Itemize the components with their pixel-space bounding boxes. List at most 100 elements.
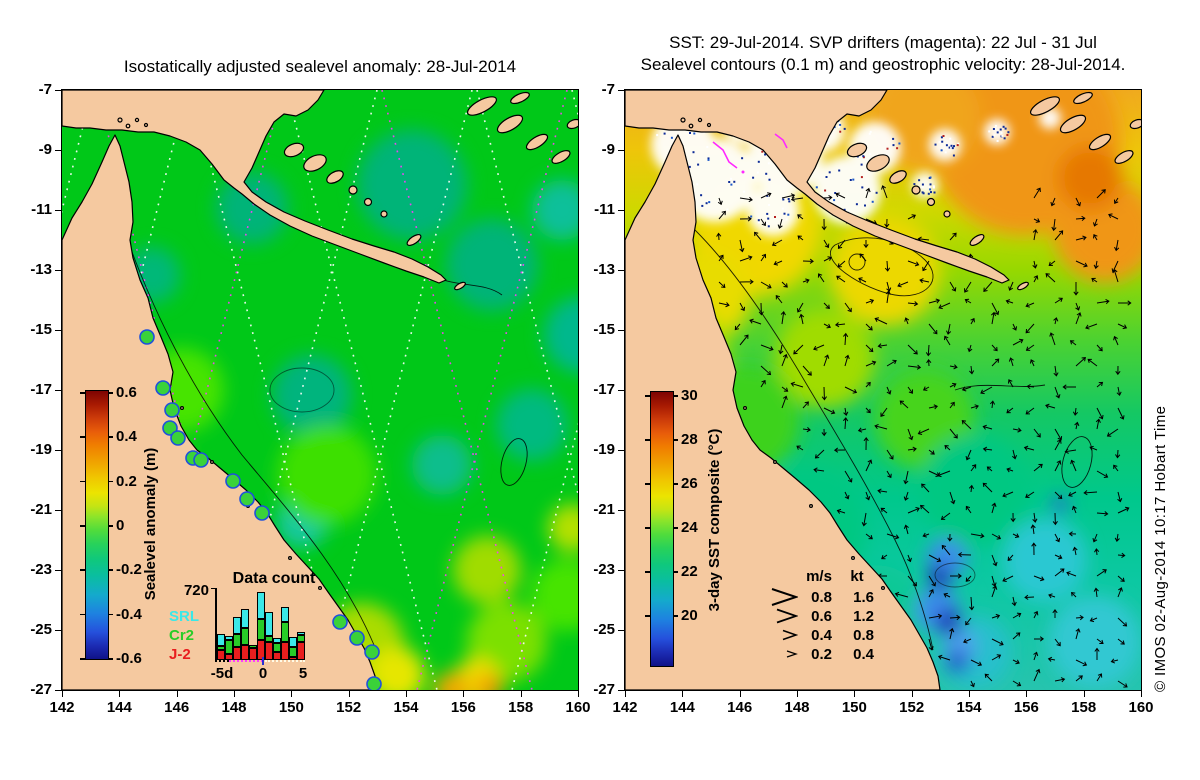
cloud-speckle [670,136,673,139]
cloud-speckle [994,124,997,127]
velocity-unit-kt: kt [850,568,864,585]
cloud-speckle [706,146,709,148]
cloud-speckle [934,143,937,146]
y-tick-label: -13 [593,261,615,278]
y-tick-label: -21 [30,501,52,518]
cloud-speckle [693,132,696,135]
velocity-arrow [944,444,951,451]
y-tick-label: -11 [31,201,52,218]
colorbar-tick-mark [108,392,113,394]
tide-gauge-markers [139,329,382,690]
inset-baseline-black [215,660,229,662]
cloud-speckle [761,150,764,153]
cloud-speckle [898,142,901,145]
velocity-arrow [1118,300,1132,306]
velocity-arrow [880,407,888,417]
bar-segment [289,646,297,657]
velocity-arrow [880,507,888,514]
velocity-arrow [1023,445,1035,451]
velocity-arrow [739,334,749,346]
velocity-arrow [1008,357,1014,367]
velocity-arrow [823,256,832,262]
inset-legend-SRL: SRL [169,608,199,625]
cloud-speckle [949,137,952,140]
x-tick-label: 150 [841,699,867,716]
ground-track [286,90,438,690]
velocity-arrow [1089,617,1098,623]
x-tick-mark [1083,691,1085,697]
cloud-speckle [824,189,827,192]
colorbar-tick-mark [645,483,650,485]
velocity-arrow [813,344,825,351]
velocity-arrow [1024,594,1035,600]
velocity-arrow [1113,335,1119,346]
velocity-arrow [823,407,836,415]
velocity-arrow [928,554,942,563]
velocity-arrow [874,317,888,325]
velocity-arrow [970,464,977,472]
velocity-arrow [1025,302,1035,308]
cloud-speckle [1003,137,1006,140]
velocity-arrow [1045,273,1056,283]
velocity-arrow [823,323,831,329]
cloud-speckle [932,186,935,189]
cloud-speckle [868,132,871,135]
velocity-arrow [844,354,850,367]
y-tick-mark [618,270,624,271]
velocity-arrow [885,290,891,304]
cloud-speckle [938,141,941,144]
velocity-arrow [1075,260,1088,268]
velocity-arrow [926,358,932,367]
velocity-arrow [1095,418,1101,430]
velocity-arrow [1032,260,1038,269]
velocity-arrow [1094,647,1100,660]
cloud-speckle [766,222,768,225]
inset-xlabel-0: 0 [258,665,268,682]
colorbar-tick-mark [108,613,113,616]
inset-ymax-label: 720 [183,582,209,599]
velocity-arrow [1115,449,1121,459]
bar-segment [225,635,233,640]
velocity-arrow [982,446,993,452]
colorbar-tick-mark [673,395,678,397]
x-tick-label: 152 [899,699,925,716]
velocity-value-ms: 0.2 [811,646,832,663]
cloud-speckle [864,204,866,207]
velocity-arrow [821,218,827,231]
velocity-arrow [1066,571,1077,577]
velocity-arrow [760,365,772,376]
velocity-arrow [949,401,955,409]
cloud-speckle [950,144,953,147]
velocity-arrow [1054,439,1062,451]
velocity-arrow [1075,197,1081,207]
velocity-arrow [1075,615,1084,621]
cloud-speckle [743,190,746,193]
velocity-arrow-glyph [770,626,799,644]
bar-segment [281,621,289,642]
velocity-arrow [922,386,930,391]
velocity-arrow [1112,268,1119,283]
velocity-arrow [717,197,723,206]
velocity-arrow [1116,386,1122,397]
velocity-arrow [1051,218,1057,232]
cloud-speckle [689,132,691,134]
velocity-value-kt: 1.2 [853,608,874,625]
velocity-arrow [1096,673,1103,682]
velocity-arrow [884,260,891,272]
velocity-arrow [798,313,805,325]
cloud-speckle [730,183,733,186]
cloud-speckle [700,194,703,197]
cloud-speckle [1004,127,1007,130]
colorbar-tick-label: 0.4 [116,428,137,446]
velocity-arrow [991,585,998,598]
velocity-arrow [1012,323,1018,331]
velocity-arrow [1071,505,1077,514]
velocity-arrow [899,400,909,409]
velocity-arrow [963,281,972,293]
cloud-speckle [741,157,744,160]
velocity-arrow [844,491,850,500]
velocity-arrow [778,344,784,355]
velocity-arrow [943,335,951,346]
cloud-speckle [757,221,760,224]
